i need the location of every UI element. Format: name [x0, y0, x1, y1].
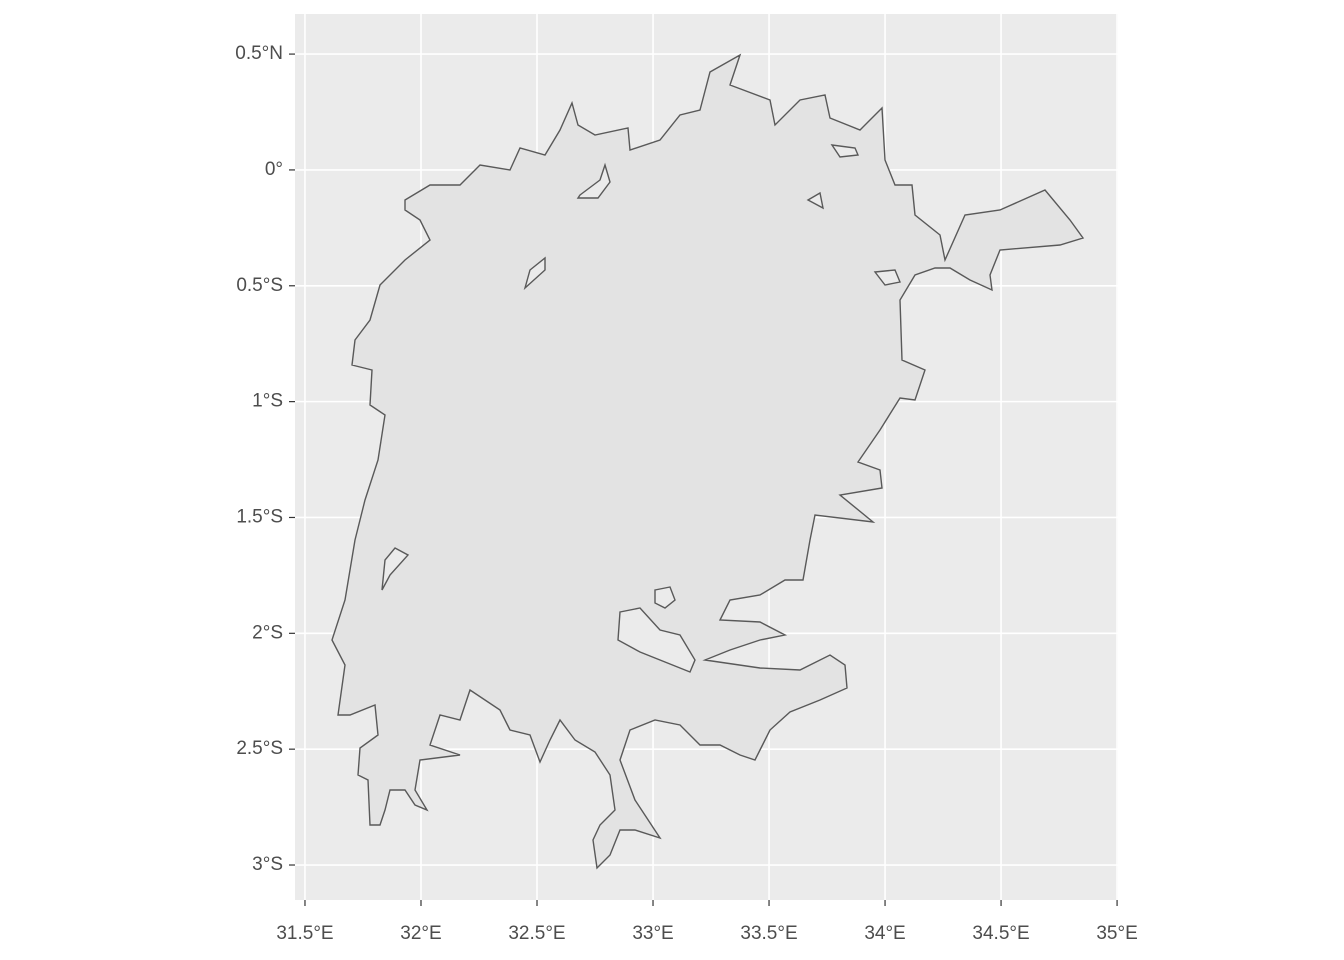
y-tick-label: 1.5°S — [236, 506, 283, 527]
island — [381, 547, 410, 591]
x-tick-label: 32.5°E — [508, 923, 565, 944]
island — [576, 162, 611, 199]
island — [654, 586, 676, 609]
lake — [331, 53, 1085, 870]
y-tick-label: 1°S — [252, 391, 283, 412]
y-tick-label: 2.5°S — [236, 738, 283, 759]
island — [523, 256, 546, 291]
island — [806, 191, 824, 210]
island — [873, 269, 901, 286]
y-tick-label: 3°S — [252, 854, 283, 875]
y-tick-label: 0.5°S — [236, 275, 283, 296]
x-tick-label: 34.5°E — [972, 923, 1029, 944]
lake-outline — [331, 53, 1085, 870]
island — [830, 144, 860, 158]
island — [617, 607, 696, 673]
y-tick-label: 2°S — [252, 622, 283, 643]
x-tick-label: 35°E — [1096, 923, 1137, 944]
axes: 31.5°E 32°E 32.5°E 33°E 33.5°E 34°E 34.5°E 35°E… — [235, 43, 1138, 944]
x-tick-label: 33°E — [632, 923, 673, 944]
x-tick-label: 32°E — [400, 923, 441, 944]
y-tick-label: 0° — [265, 159, 283, 180]
x-tick-label: 33.5°E — [740, 923, 797, 944]
x-tick-label: 34°E — [864, 923, 905, 944]
x-tick-label: 31.5°E — [276, 923, 333, 944]
y-tick-label: 0.5°N — [235, 43, 283, 64]
